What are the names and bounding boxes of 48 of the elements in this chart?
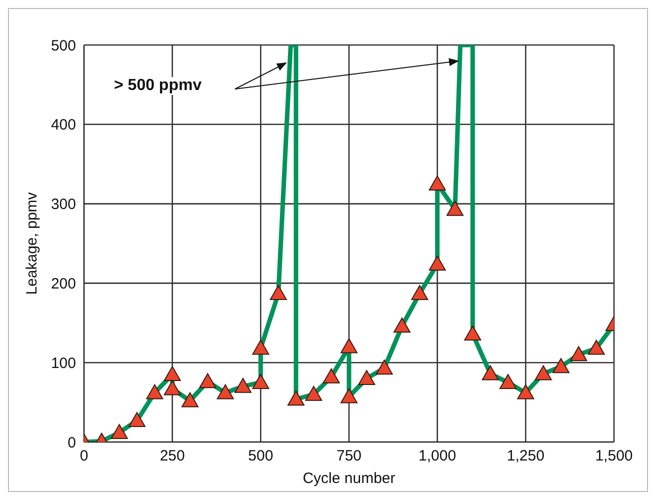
- y-tick-label: 300: [50, 196, 76, 214]
- point: [288, 390, 304, 406]
- x-tick-label: 1,500: [595, 448, 633, 465]
- point: [464, 326, 482, 341]
- x-axis-title: Cycle number: [302, 470, 396, 487]
- point: [588, 340, 605, 355]
- point: [534, 365, 552, 380]
- x-tick-label: 750: [336, 448, 362, 465]
- point: [322, 368, 340, 384]
- point: [110, 424, 128, 439]
- x-tick-label: 500: [248, 448, 274, 465]
- point: [146, 384, 164, 400]
- y-tick-label: 400: [50, 116, 76, 134]
- point: [340, 338, 358, 354]
- x-tick-label: 1,250: [506, 448, 544, 465]
- point: [216, 384, 234, 400]
- y-tick-label: 0: [68, 434, 76, 452]
- point: [500, 374, 516, 389]
- point: [340, 388, 358, 404]
- point: [199, 373, 216, 388]
- point: [182, 392, 198, 408]
- x-tick-label: 250: [160, 448, 185, 465]
- y-tick-label: 500: [50, 37, 76, 54]
- annotation: > 500 ppmv: [112, 77, 204, 95]
- point: [376, 360, 393, 375]
- point: [428, 256, 446, 271]
- point: [570, 346, 588, 362]
- point: [164, 380, 181, 396]
- point: [358, 370, 376, 385]
- point: [164, 366, 181, 382]
- point: [552, 358, 570, 374]
- point: [252, 340, 270, 355]
- point: [270, 285, 287, 300]
- point: [394, 318, 410, 333]
- point: [446, 200, 464, 216]
- x-tick-label: 1,000: [418, 448, 456, 465]
- point: [128, 412, 146, 428]
- y-tick-label: 200: [50, 276, 76, 293]
- point: [234, 378, 252, 393]
- point: [482, 365, 499, 380]
- x-tick-label: 0: [80, 448, 88, 465]
- y-tick-label: 100: [50, 354, 76, 372]
- point: [305, 386, 322, 401]
- y-axis-title: Leakage, ppmv: [23, 192, 40, 295]
- point: [411, 285, 428, 300]
- point: [252, 374, 270, 389]
- point: [428, 175, 446, 190]
- point: [517, 384, 534, 400]
